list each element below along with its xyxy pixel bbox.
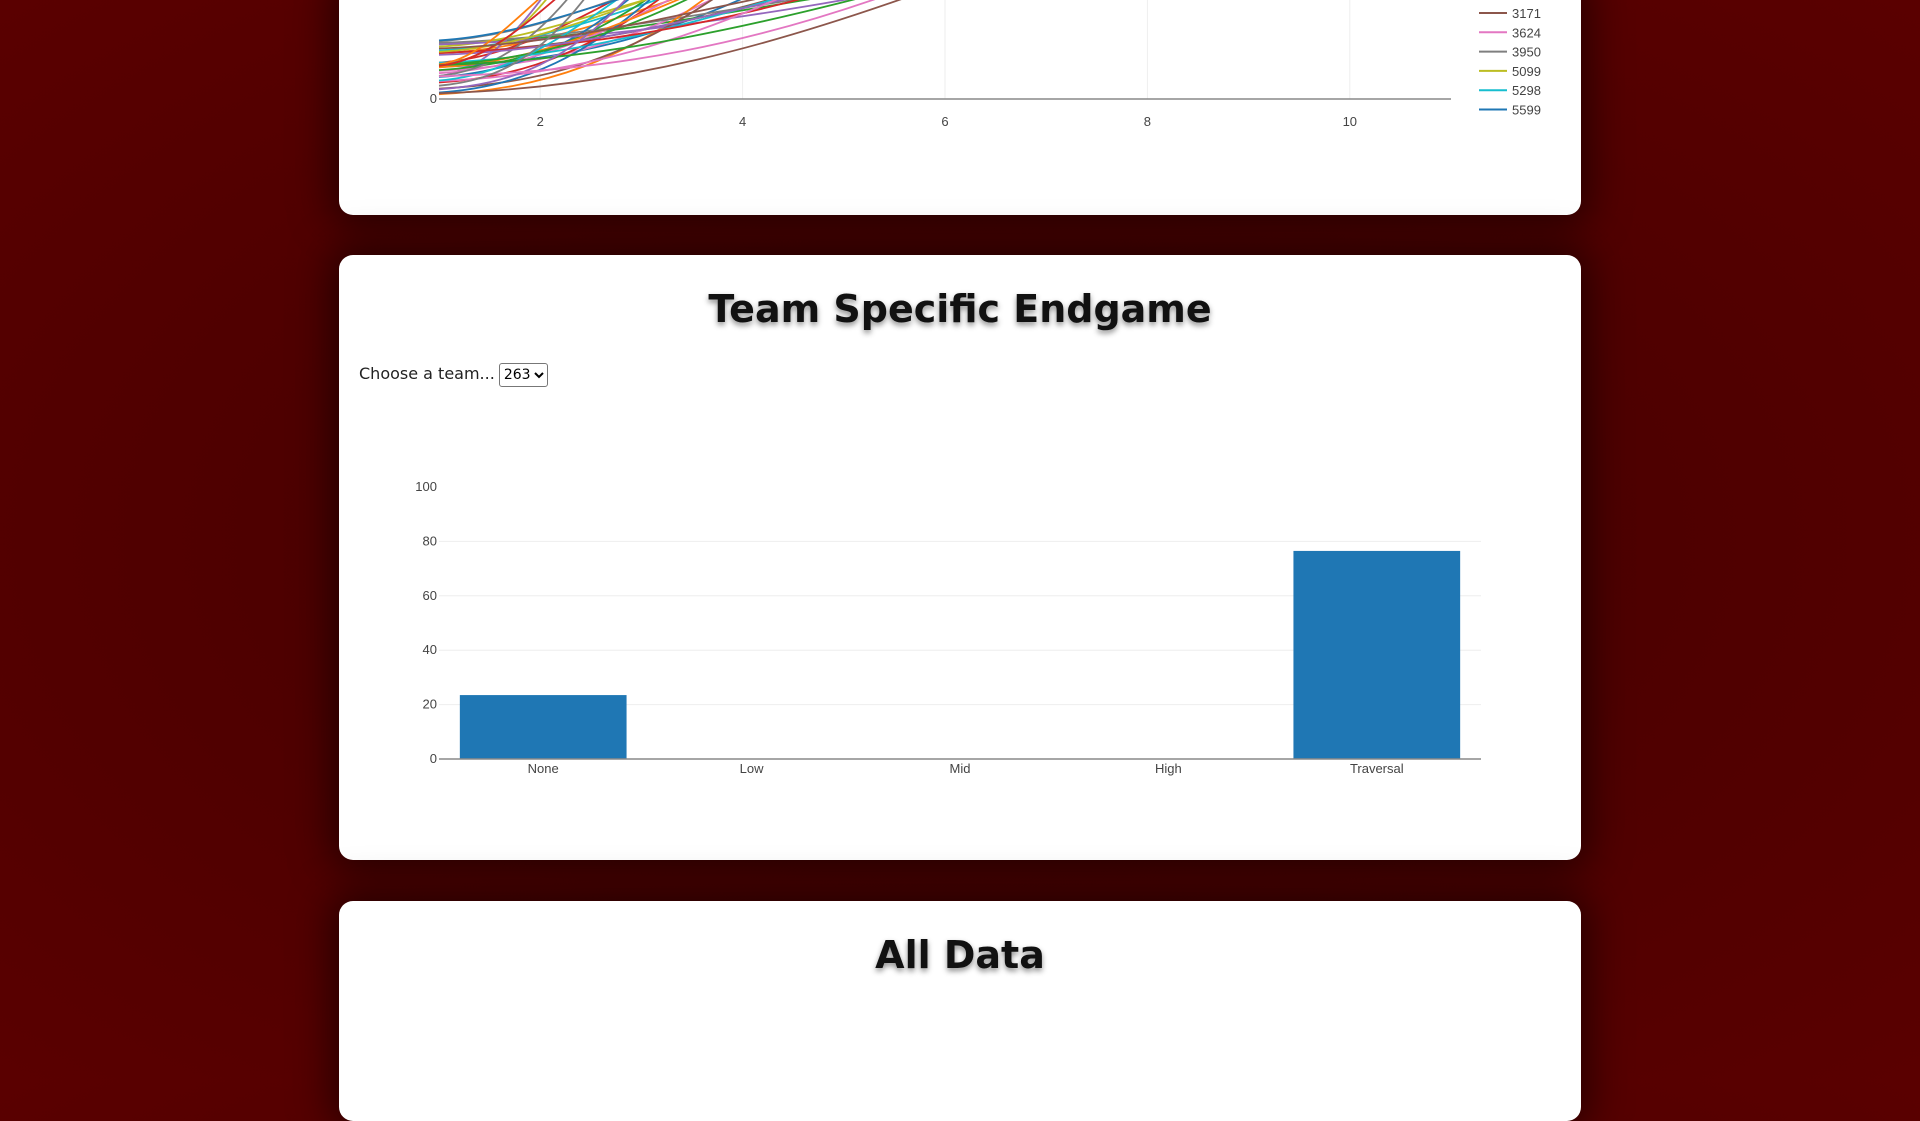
x-tick-label: Traversal: [1350, 761, 1404, 776]
series-line[interactable]: [438, 0, 879, 56]
series-line[interactable]: [438, 0, 578, 67]
series-line[interactable]: [438, 0, 561, 66]
section-title: Team Specific Endgame: [708, 287, 1212, 331]
section-title: All Data: [875, 933, 1045, 977]
series-line[interactable]: [438, 0, 644, 82]
all-data-card: All Data: [339, 901, 1581, 1121]
legend-label[interactable]: 5099: [1512, 64, 1541, 79]
legend-label[interactable]: 5599: [1512, 103, 1541, 118]
legend-label[interactable]: 3171: [1512, 6, 1541, 21]
series-line[interactable]: [438, 0, 820, 82]
y-tick-label: 0: [430, 91, 437, 106]
series-line[interactable]: [438, 0, 598, 87]
x-tick-label: 2: [537, 114, 544, 129]
team-growth-card: 0 2 4 6 8 10 3171 3624 3950 5099 5298 5599: [339, 0, 1581, 215]
y-tick-label: 0: [430, 751, 437, 766]
series-line[interactable]: [438, 0, 672, 94]
team-chooser: Choose a team... 263: [359, 359, 548, 387]
x-tick-label: Mid: [950, 761, 971, 776]
x-tick-label: 6: [941, 114, 948, 129]
series-line[interactable]: [438, 0, 960, 44]
y-tick-label: 40: [423, 642, 437, 657]
y-tick-label: 60: [423, 588, 437, 603]
x-tick-label: Low: [740, 761, 764, 776]
endgame-bar-chart: 0 20 40 60 80 100 None Low Mid High Traversal: [415, 479, 1481, 776]
chart-legend: 3171 3624 3950 5099 5298 5599: [1479, 6, 1541, 118]
series-line[interactable]: [438, 0, 929, 66]
series-line[interactable]: [438, 0, 868, 54]
legend-label[interactable]: 5298: [1512, 83, 1541, 98]
x-tick-label: High: [1155, 761, 1182, 776]
series-line[interactable]: [438, 0, 928, 78]
growth-line-chart: 0 2 4 6 8 10 3171 3624 3950 5099 5298 5599: [430, 0, 1541, 129]
bar-traversal[interactable]: [1293, 550, 1461, 759]
y-tick-label: 100: [415, 479, 437, 494]
team-chooser-label: Choose a team...: [359, 363, 495, 383]
x-tick-label: None: [528, 761, 559, 776]
legend-label[interactable]: 3950: [1512, 45, 1541, 60]
y-tick-label: 80: [423, 533, 437, 548]
legend-label[interactable]: 3624: [1512, 25, 1541, 40]
x-tick-label: 4: [739, 114, 746, 129]
team-select[interactable]: 263: [498, 363, 548, 387]
series-line[interactable]: [438, 0, 643, 91]
series-line[interactable]: [438, 0, 704, 53]
x-tick-label: 8: [1144, 114, 1151, 129]
y-tick-label: 20: [423, 697, 437, 712]
series-line[interactable]: [438, 0, 955, 95]
team-endgame-card: Team Specific Endgame Choose a team... 2…: [339, 255, 1581, 860]
bar-none[interactable]: [459, 695, 627, 759]
series-line[interactable]: [438, 0, 688, 42]
x-tick-label: 10: [1343, 114, 1357, 129]
series-line[interactable]: [438, 0, 851, 50]
